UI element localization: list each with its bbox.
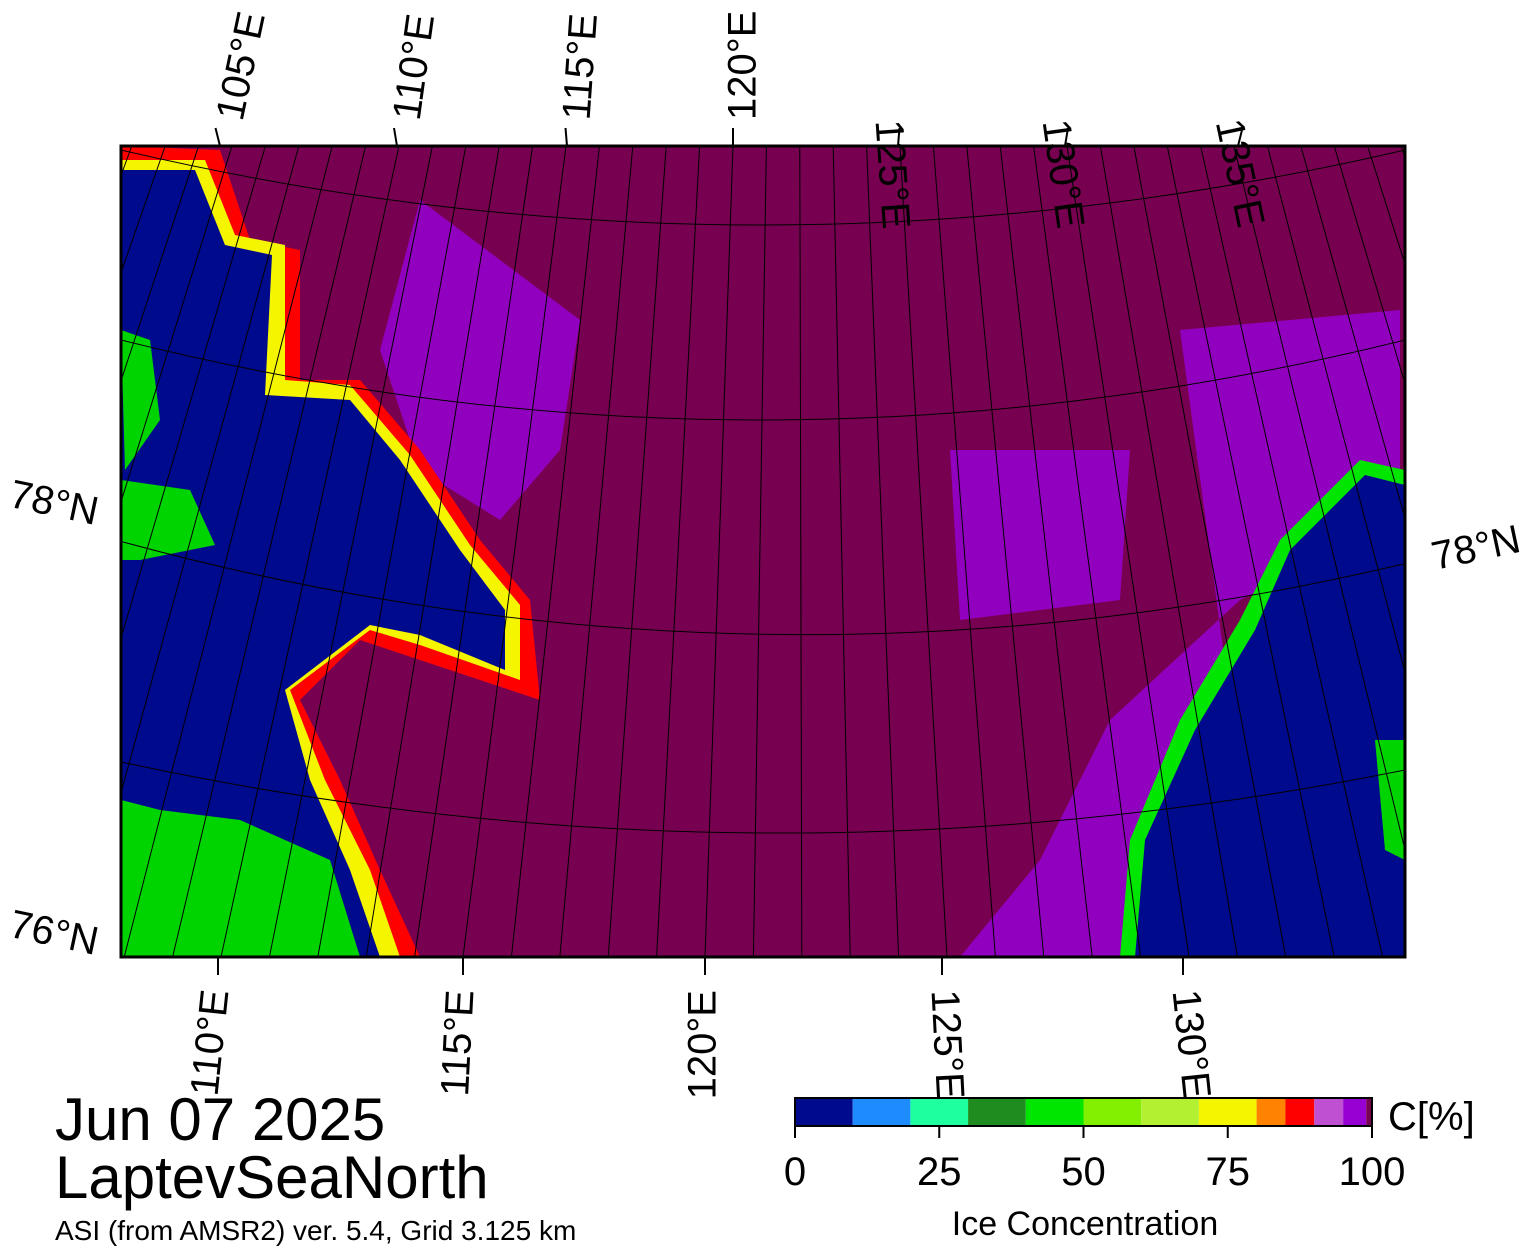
parallel <box>121 540 1405 636</box>
parallel <box>121 761 1405 834</box>
meridian <box>1133 146 1287 957</box>
meridian <box>121 146 266 640</box>
colorbar-tick-label: 25 <box>917 1150 962 1194</box>
meridian <box>1033 146 1142 957</box>
tick <box>564 127 568 147</box>
meridian <box>121 146 300 795</box>
meridian <box>832 146 851 957</box>
colorbar-segment <box>1366 1098 1372 1126</box>
meridian <box>121 146 133 177</box>
bottom-lon-label: 130°E <box>1164 987 1219 1100</box>
colorbar-segment <box>1343 1098 1367 1126</box>
parallel <box>121 149 1405 226</box>
map-area <box>0 146 1405 957</box>
region: LaptevSeaNorth <box>55 1144 489 1211</box>
meridian <box>365 146 500 957</box>
bottom-lon-label: 110°E <box>183 987 238 1097</box>
open-water-west <box>121 170 505 957</box>
meridian <box>121 146 200 383</box>
bottom-lon-label: 125°E <box>922 989 972 1101</box>
meridian <box>1300 146 1405 521</box>
colorbar-tick-label: 50 <box>1061 1150 1106 1194</box>
ice-lower-conc <box>380 200 1400 957</box>
colorbar-segment <box>910 1098 969 1126</box>
tick <box>1064 127 1069 147</box>
tick <box>393 127 398 147</box>
meridian <box>268 146 433 957</box>
meridian <box>1066 146 1190 957</box>
map-frame <box>119 144 1407 959</box>
land <box>121 330 1405 957</box>
meridian <box>0 146 65 957</box>
meridian <box>656 146 701 957</box>
meridian <box>317 146 467 957</box>
meridian <box>1200 146 1384 957</box>
top-lon-label: 120°E <box>721 11 765 120</box>
meridian <box>752 146 767 957</box>
date: Jun 07 2025 <box>55 1086 385 1153</box>
meridian <box>1233 146 1405 853</box>
colorbar: 0 25 50 75 100 <box>784 1097 1406 1194</box>
graticule <box>0 146 1405 957</box>
colorbar-segment <box>1314 1098 1344 1126</box>
colorbar-tick-label: 75 <box>1206 1150 1251 1194</box>
colorbar-segment <box>968 1098 1026 1126</box>
colorbar-segment <box>1285 1098 1315 1126</box>
meridian <box>1266 146 1405 675</box>
meridian <box>510 146 600 957</box>
meridian <box>1099 146 1238 957</box>
colorbar-segment <box>795 1098 853 1126</box>
colorbar-tick-label: 0 <box>784 1150 806 1194</box>
bottom-lon-labels: 110°E 115°E 120°E 125°E 130°E <box>183 957 1219 1101</box>
meridian <box>0 146 98 957</box>
meridian <box>123 146 333 957</box>
colorbar-title: Ice Concentration <box>952 1205 1219 1243</box>
meridian <box>899 146 948 957</box>
meridian <box>172 146 367 957</box>
meridian <box>999 146 1093 957</box>
meridian <box>704 146 734 957</box>
top-lon-label: 125°E <box>866 118 918 230</box>
colorbar-segment <box>852 1098 911 1126</box>
colorbar-segment <box>1256 1098 1286 1126</box>
open-water-east <box>1135 475 1405 957</box>
meridian <box>121 146 233 504</box>
meridian <box>866 146 900 957</box>
tick <box>897 127 901 147</box>
source: ASI (from AMSR2) ver. 5.4, Grid 3.125 km <box>55 1215 576 1246</box>
colorbar-unit: C[%] <box>1388 1095 1475 1139</box>
lat-label: 78°N <box>6 472 103 534</box>
parallel <box>121 339 1405 421</box>
bottom-lon-label: 115°E <box>433 989 483 1098</box>
colorbar-segment <box>1025 1098 1084 1126</box>
meridian <box>462 146 567 957</box>
meridian <box>932 146 996 957</box>
top-lon-label: 115°E <box>555 12 606 121</box>
tick <box>214 127 221 147</box>
meridian <box>966 146 1045 957</box>
top-lon-label: 110°E <box>385 11 443 123</box>
meridian <box>1166 146 1335 957</box>
meridian <box>220 146 400 957</box>
top-lon-label: 105°E <box>208 8 274 124</box>
lat-label: 76°N <box>6 902 103 964</box>
tick <box>1237 127 1244 147</box>
meridian <box>799 146 803 957</box>
colorbar-segment <box>1083 1098 1142 1126</box>
meridian <box>559 146 634 957</box>
colorbar-tick-label: 100 <box>1339 1150 1406 1194</box>
meridian <box>1333 146 1405 386</box>
bottom-lon-label: 120°E <box>681 990 725 1099</box>
colorbar-segment <box>1141 1098 1199 1126</box>
meridian <box>414 146 534 957</box>
meridian <box>607 146 667 957</box>
lat-label: 78°N <box>1428 517 1525 579</box>
colorbar-segment <box>1198 1098 1257 1126</box>
